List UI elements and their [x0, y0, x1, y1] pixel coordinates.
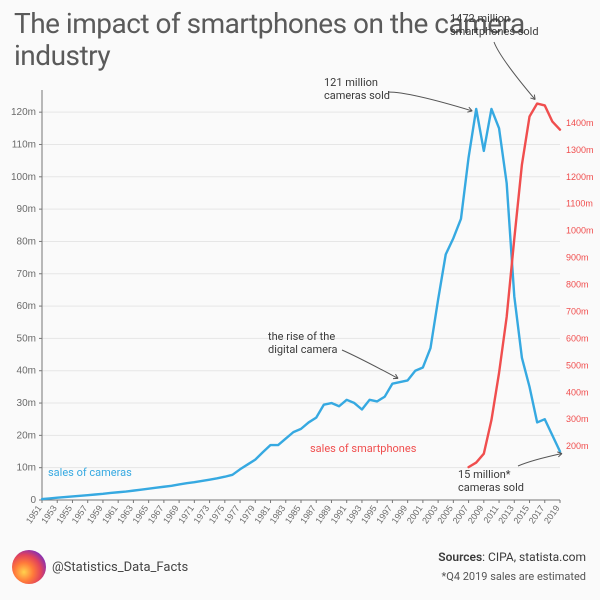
svg-text:700m: 700m — [566, 306, 589, 316]
svg-text:2007: 2007 — [451, 503, 471, 525]
svg-text:1400m: 1400m — [566, 118, 594, 128]
svg-text:1997: 1997 — [374, 503, 394, 525]
svg-text:1965: 1965 — [131, 503, 151, 525]
svg-text:1995: 1995 — [359, 503, 379, 525]
svg-text:90m: 90m — [17, 204, 36, 215]
svg-text:1953: 1953 — [39, 503, 59, 525]
svg-text:900m: 900m — [566, 253, 589, 263]
svg-text:1951: 1951 — [24, 503, 44, 525]
svg-text:1955: 1955 — [54, 503, 74, 525]
svg-text:1993: 1993 — [344, 503, 364, 525]
svg-text:1999: 1999 — [390, 503, 410, 525]
svg-text:400m: 400m — [566, 387, 589, 397]
svg-text:2005: 2005 — [435, 503, 455, 525]
svg-text:2001: 2001 — [405, 503, 425, 525]
svg-text:600m: 600m — [566, 333, 589, 343]
svg-text:1957: 1957 — [70, 503, 90, 525]
sources-text: Sources: CIPA, statista.com — [438, 550, 586, 564]
svg-text:80m: 80m — [17, 236, 36, 247]
svg-text:1981: 1981 — [252, 503, 272, 525]
svg-text:2019: 2019 — [542, 503, 562, 525]
estimate-note: *Q4 2019 sales are estimated — [442, 570, 586, 583]
svg-text:110m: 110m — [12, 139, 36, 150]
svg-text:1975: 1975 — [207, 503, 227, 525]
svg-text:120m: 120m — [11, 107, 36, 118]
svg-text:60m: 60m — [17, 301, 36, 312]
svg-text:2015: 2015 — [511, 503, 531, 525]
sources-value: CIPA, statista.com — [488, 550, 586, 564]
svg-text:1977: 1977 — [222, 503, 242, 525]
svg-text:1969: 1969 — [161, 503, 181, 525]
svg-text:2013: 2013 — [496, 503, 516, 525]
svg-text:1300m: 1300m — [566, 145, 594, 155]
svg-text:1967: 1967 — [146, 503, 166, 525]
svg-text:1959: 1959 — [85, 503, 105, 525]
account-handle: @Statistics_Data_Facts — [52, 560, 188, 575]
svg-text:1971: 1971 — [176, 503, 196, 525]
svg-text:1973: 1973 — [192, 503, 212, 525]
svg-text:1985: 1985 — [283, 503, 303, 525]
footer: @Statistics_Data_Facts Sources: CIPA, st… — [0, 540, 600, 600]
svg-text:800m: 800m — [566, 280, 589, 290]
svg-text:10m: 10m — [17, 463, 36, 474]
svg-text:2003: 2003 — [420, 503, 440, 525]
svg-text:20m: 20m — [17, 430, 36, 441]
svg-text:1963: 1963 — [115, 503, 135, 525]
svg-text:1979: 1979 — [237, 503, 257, 525]
svg-text:1983: 1983 — [268, 503, 288, 525]
svg-text:500m: 500m — [566, 360, 589, 370]
svg-text:100m: 100m — [11, 172, 36, 183]
svg-text:2009: 2009 — [466, 503, 486, 525]
svg-text:300m: 300m — [566, 414, 589, 424]
avatar-icon — [12, 550, 46, 584]
svg-text:1200m: 1200m — [566, 172, 594, 182]
svg-text:1100m: 1100m — [566, 199, 593, 209]
svg-text:50m: 50m — [17, 333, 36, 344]
svg-text:2017: 2017 — [527, 503, 547, 525]
svg-text:1989: 1989 — [313, 503, 333, 525]
svg-text:1000m: 1000m — [566, 226, 594, 236]
svg-text:1987: 1987 — [298, 503, 318, 525]
svg-text:1991: 1991 — [329, 503, 349, 525]
svg-text:40m: 40m — [17, 366, 36, 377]
svg-text:1961: 1961 — [100, 503, 120, 525]
svg-text:200m: 200m — [566, 441, 589, 451]
sources-label: Sources — [438, 550, 482, 564]
line-chart: 010m20m30m40m50m60m70m80m90m100m110m120m… — [0, 0, 600, 600]
svg-text:30m: 30m — [17, 398, 36, 409]
svg-text:70m: 70m — [17, 269, 36, 280]
